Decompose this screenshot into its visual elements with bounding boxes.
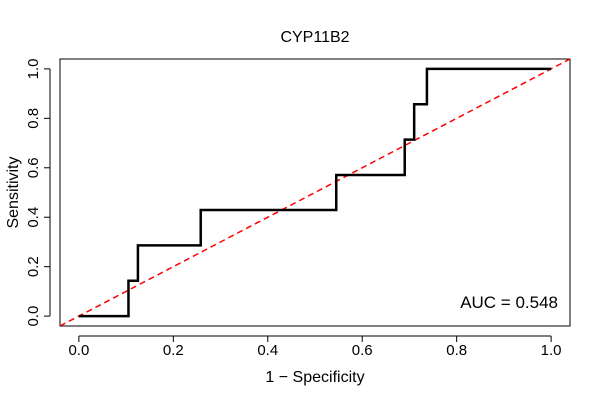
x-tick-label: 0.2	[163, 342, 184, 359]
chart-title: CYP11B2	[280, 29, 349, 46]
roc-curve-line	[78, 67, 552, 318]
x-tick-label: 0.6	[352, 342, 373, 359]
reference-diagonal-line	[60, 59, 570, 326]
y-tick-label: 1.0	[25, 58, 42, 79]
y-tick-label: 0.8	[25, 108, 42, 129]
x-tick-label: 0.8	[446, 342, 467, 359]
x-tick-label: 1.0	[541, 342, 562, 359]
plot-area	[60, 59, 570, 326]
y-tick-label: 0.6	[25, 157, 42, 178]
auc-annotation: AUC = 0.548	[460, 293, 558, 312]
plot-frame	[59, 58, 571, 327]
x-tick-label: 0.4	[257, 342, 278, 359]
y-tick-label: 0.0	[25, 306, 42, 327]
x-axis-label: 1 − Specificity	[265, 369, 364, 386]
y-tick-label: 0.4	[25, 207, 42, 228]
y-tick-label: 0.2	[25, 256, 42, 277]
x-axis: 0.0 0.2 0.4 0.6 0.8 1.0	[68, 335, 562, 359]
x-tick-label: 0.0	[68, 342, 89, 359]
y-axis: 0.0 0.2 0.4 0.6 0.8 1.0	[25, 58, 51, 327]
y-axis-label: Sensitivity	[5, 156, 22, 228]
